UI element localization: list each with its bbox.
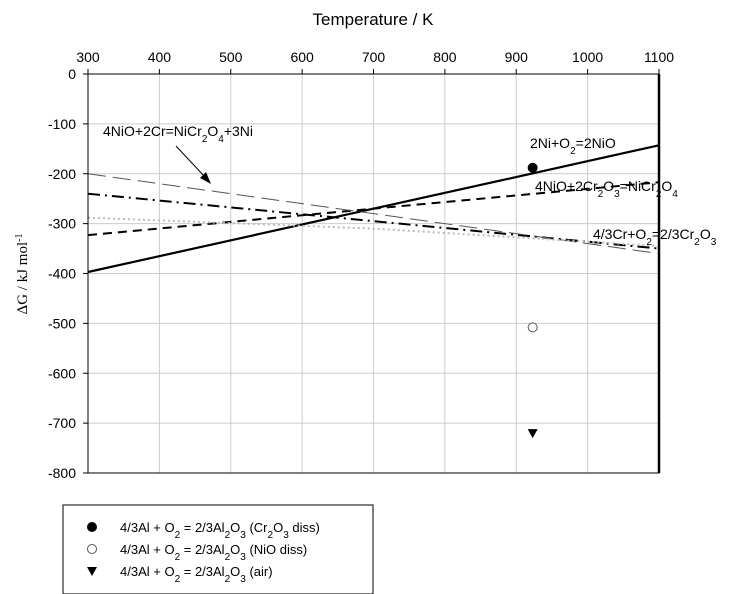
x-axis-title: Temperature / K <box>313 10 435 29</box>
annotation-nicr2o4: 4NiO+2Cr2O3=NiCr2O4 <box>535 178 678 200</box>
annotation-nio_cr: 4NiO+2Cr=NiCr2O4+3Ni <box>103 123 253 145</box>
data-point-open-circle <box>527 322 538 333</box>
y-tick-label: -600 <box>48 365 76 381</box>
y-tick-label: -100 <box>48 116 76 132</box>
y-tick-label: -200 <box>48 166 76 182</box>
data-point-filled-circle <box>527 162 538 173</box>
legend: 4/3Al + O2 = 2/3Al2O3 (Cr2O3 diss)4/3Al … <box>87 520 320 585</box>
x-tick-label: 1100 <box>644 49 674 65</box>
y-tick-label: -700 <box>48 415 76 431</box>
series-group <box>87 144 660 274</box>
y-tick-label: -400 <box>48 266 76 282</box>
x-tick-label: 600 <box>290 49 314 65</box>
x-tick-label: 300 <box>76 49 100 65</box>
annotation-arrow-head <box>200 172 211 184</box>
y-tick-label: 0 <box>68 66 76 82</box>
x-ticks: 300 400 500 600 700 800 900 1000 1100 <box>76 49 674 74</box>
y-axis-title-main: ΔG / kJ mol <box>15 242 31 315</box>
legend-box <box>62 504 374 594</box>
annotation-arrow-line <box>175 145 206 178</box>
legend-entry-label: 4/3Al + O2 = 2/3Al2O3 (air) <box>120 564 273 585</box>
legend-entry-label: 4/3Al + O2 = 2/3Al2O3 (Cr2O3 diss) <box>120 520 320 541</box>
y-tick-label: -500 <box>48 315 76 331</box>
legend-marker-open-circle <box>87 544 97 554</box>
annotation-nio: 2Ni+O2=2NiO <box>530 135 616 157</box>
x-tick-label: 700 <box>362 49 386 65</box>
data-point-filled-triangle <box>527 429 538 439</box>
y-tick-label: -300 <box>48 216 76 232</box>
x-tick-label: 900 <box>505 49 529 65</box>
annotations-group: 2Ni+O2=2NiO 4NiO+2Cr2O3=NiCr2O4 4/3Cr+O2=2… <box>103 123 717 248</box>
legend-marker-filled-circle <box>87 522 97 532</box>
x-tick-label: 800 <box>433 49 457 65</box>
markers-group <box>527 162 538 439</box>
y-axis-title: ΔG / kJ mol-1 <box>14 234 32 315</box>
series-line-dotted <box>87 216 660 248</box>
y-ticks: 0 -100 -200 -300 -400 -500 -600 -700 -800 <box>48 66 88 481</box>
x-tick-label: 500 <box>219 49 243 65</box>
legend-marker-filled-triangle <box>87 567 97 576</box>
y-tick-label: -800 <box>48 465 76 481</box>
x-tick-label: 1000 <box>572 49 603 65</box>
legend-entry-label: 4/3Al + O2 = 2/3Al2O3 (NiO diss) <box>120 542 307 563</box>
series-line-nicr2o4 <box>87 181 660 237</box>
y-axis-title-superscript: -1 <box>14 234 25 242</box>
x-tick-label: 400 <box>148 49 172 65</box>
annotation-cr2o3: 4/3Cr+O2=2/3Cr2O3 <box>593 226 717 248</box>
